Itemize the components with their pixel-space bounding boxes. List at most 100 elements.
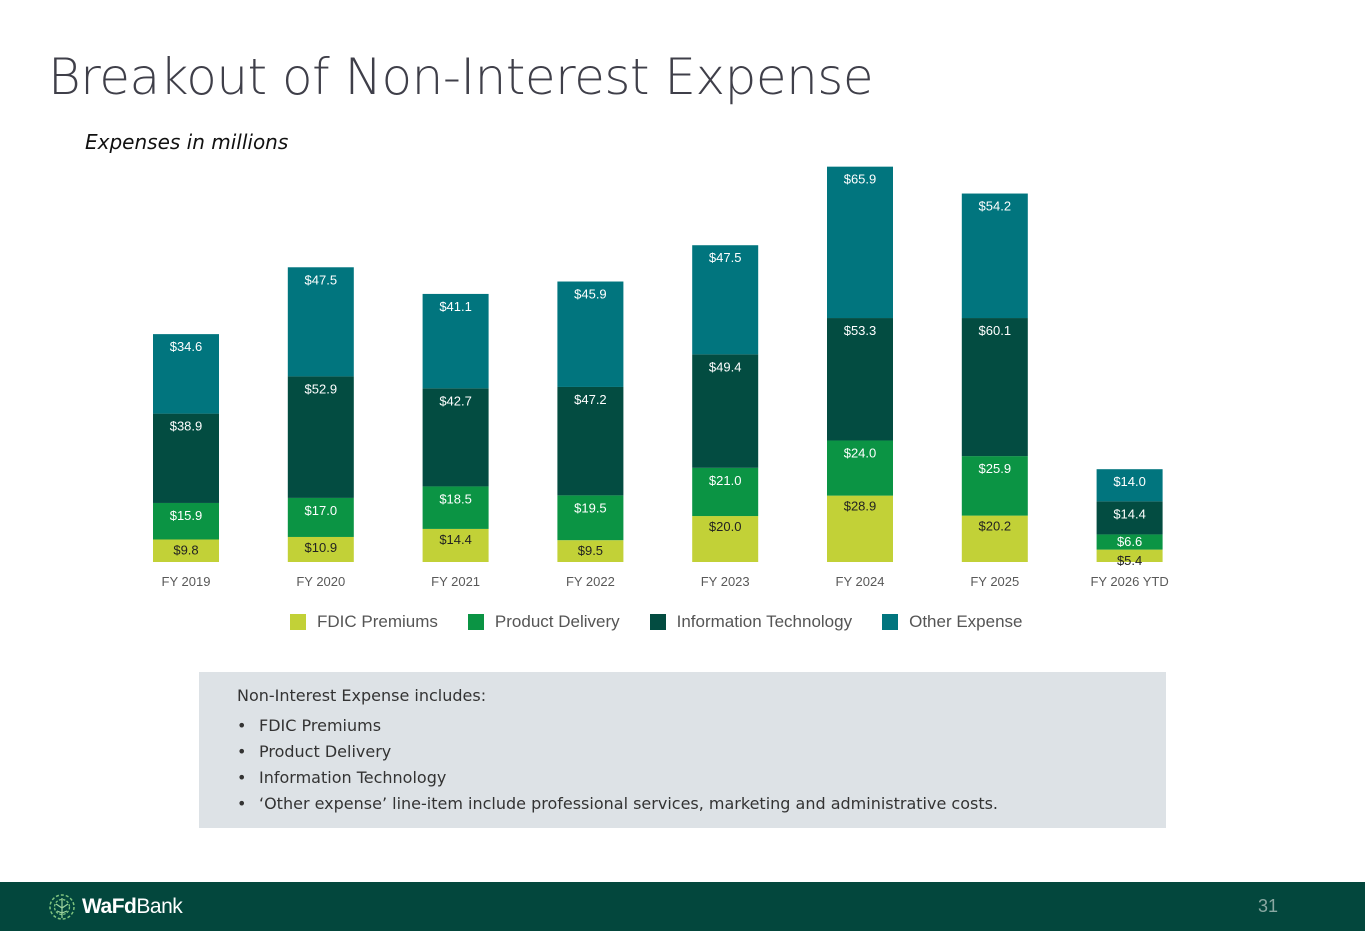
definition-text: FDIC Premiums — [259, 716, 382, 735]
bar-segment-other — [153, 334, 219, 414]
bar-segment-other — [961, 193, 1028, 319]
bar-segment-it — [827, 318, 893, 441]
bar-segment-product — [827, 440, 893, 496]
data-label-it: $49.4 — [709, 359, 742, 374]
definition-text: Information Technology — [259, 768, 447, 787]
definitions-heading: Non-Interest Expense includes: — [237, 686, 487, 705]
data-label-product: $19.5 — [574, 500, 607, 515]
tree-logo-icon — [49, 894, 75, 920]
bar-segment-other — [692, 245, 759, 355]
x-tick-label: FY 2019 — [162, 574, 211, 589]
data-label-product: $15.9 — [170, 508, 203, 523]
bar-segment-it — [422, 388, 489, 487]
x-tick-label: FY 2020 — [296, 574, 345, 589]
bar-segment-fdic — [827, 495, 893, 562]
legend-swatch-other-expense — [882, 614, 899, 630]
brand-name: WaFdBank — [82, 895, 183, 918]
legend-label-fdic: FDIC Premiums — [317, 612, 438, 631]
x-tick-label: FY 2025 — [970, 574, 1019, 589]
legend-item-information-technology: Information Technology — [649, 612, 853, 632]
data-label-other: $54.2 — [979, 199, 1012, 214]
bar-segment-fdic — [422, 528, 489, 562]
bar-segment-fdic — [961, 515, 1028, 562]
chart-subtitle: Expenses in millions — [85, 130, 289, 154]
data-label-other: $47.5 — [305, 272, 338, 287]
bar-segment-product — [1096, 534, 1163, 550]
bullet-icon: • — [237, 794, 247, 813]
bar-segment-it — [1096, 501, 1163, 535]
data-label-it: $47.2 — [574, 392, 607, 407]
stacked-bar-chart: $9.8 $15.9 $38.9 $34.6 FY 2019 $10.9 $17.0 $52.… — [153, 166, 1169, 589]
data-label-it: $42.7 — [439, 393, 472, 408]
x-tick-label: FY 2024 — [836, 574, 885, 589]
legend-swatch-product-delivery — [467, 614, 484, 630]
data-label-fdic: $9.8 — [173, 542, 198, 557]
data-label-fdic: $5.4 — [1117, 553, 1142, 568]
bullet-icon: • — [237, 742, 247, 761]
data-label-other: $47.5 — [709, 250, 742, 265]
bar-segment-fdic — [287, 536, 354, 562]
data-label-fdic: $20.0 — [709, 519, 742, 534]
data-label-it: $52.9 — [305, 381, 338, 396]
bar-segment-product — [287, 497, 354, 537]
data-label-fdic: $20.2 — [979, 519, 1012, 534]
x-tick-label: FY 2022 — [566, 574, 615, 589]
list-item: • FDIC Premiums — [237, 716, 1166, 736]
bar-segment-other — [827, 166, 893, 319]
data-label-product: $24.0 — [844, 445, 877, 460]
data-label-other: $41.1 — [439, 299, 472, 314]
legend-item-product-delivery: Product Delivery — [467, 612, 620, 632]
list-item: • ‘Other expense’ line-item include profe… — [237, 794, 1166, 814]
data-label-product: $18.5 — [439, 491, 472, 506]
legend-label-other-expense: Other Expense — [909, 612, 1023, 631]
list-item: • Information Technology — [237, 768, 1166, 788]
legend-swatch-fdic — [290, 614, 306, 630]
legend-item-other-expense: Other Expense — [882, 612, 1023, 632]
bullet-icon: • — [237, 716, 247, 735]
page-number: 31 — [1257, 896, 1278, 916]
definitions-panel: Non-Interest Expense includes: • FDIC Pre… — [199, 672, 1166, 828]
data-label-fdic: $9.5 — [578, 543, 603, 558]
brand-logo: WaFdBank — [46, 892, 183, 922]
x-tick-label: FY 2021 — [431, 574, 480, 589]
data-label-it: $53.3 — [844, 323, 877, 338]
definition-text: Product Delivery — [259, 742, 392, 761]
data-label-fdic: $28.9 — [844, 499, 877, 514]
chart-legend: FDIC Premiums Product Delivery Informati… — [290, 612, 1053, 632]
legend-swatch-information-technology — [649, 614, 666, 630]
definition-text: ‘Other expense’ line-item include profes… — [259, 794, 999, 813]
bar-segment-it — [961, 318, 1028, 457]
bar-segment-product — [961, 456, 1028, 516]
x-tick-label: FY 2023 — [701, 574, 750, 589]
list-item: • Product Delivery — [237, 742, 1166, 762]
legend-label-information-technology: Information Technology — [676, 612, 853, 631]
data-label-product: $25.9 — [979, 461, 1012, 476]
bar-segment-other — [1096, 469, 1163, 502]
bar-segment-fdic — [153, 539, 219, 562]
bar-segment-product — [153, 502, 219, 540]
bar-segment-it — [153, 413, 219, 503]
bar-segment-it — [557, 386, 624, 496]
data-label-other: $14.0 — [1113, 474, 1146, 489]
bar-segment-other — [287, 267, 354, 377]
data-label-fdic: $10.9 — [305, 540, 338, 555]
bar-segment-other — [557, 281, 624, 387]
bar-segment-other — [422, 293, 489, 389]
footer-bar: WaFdBank 31 — [0, 882, 1365, 931]
page-title: Breakout of Non-Interest Expense — [48, 48, 874, 106]
data-label-other: $65.9 — [844, 172, 877, 187]
bar-segment-fdic — [1096, 549, 1163, 562]
bar-segment-fdic — [557, 540, 624, 562]
definitions-list: • FDIC Premiums • Product Delivery • Inform… — [237, 716, 1166, 814]
data-label-fdic: $14.4 — [439, 532, 472, 547]
data-label-it: $38.9 — [170, 419, 203, 434]
data-label-product: $6.6 — [1117, 534, 1142, 549]
bar-segment-it — [692, 354, 759, 468]
data-label-other: $45.9 — [574, 287, 607, 302]
bar-segment-product — [692, 467, 759, 517]
bar-segment-it — [287, 376, 354, 498]
data-label-it: $60.1 — [979, 323, 1012, 338]
data-label-other: $34.6 — [170, 339, 203, 354]
bar-segment-fdic — [692, 516, 759, 562]
legend-item-fdic: FDIC Premiums — [290, 612, 438, 632]
